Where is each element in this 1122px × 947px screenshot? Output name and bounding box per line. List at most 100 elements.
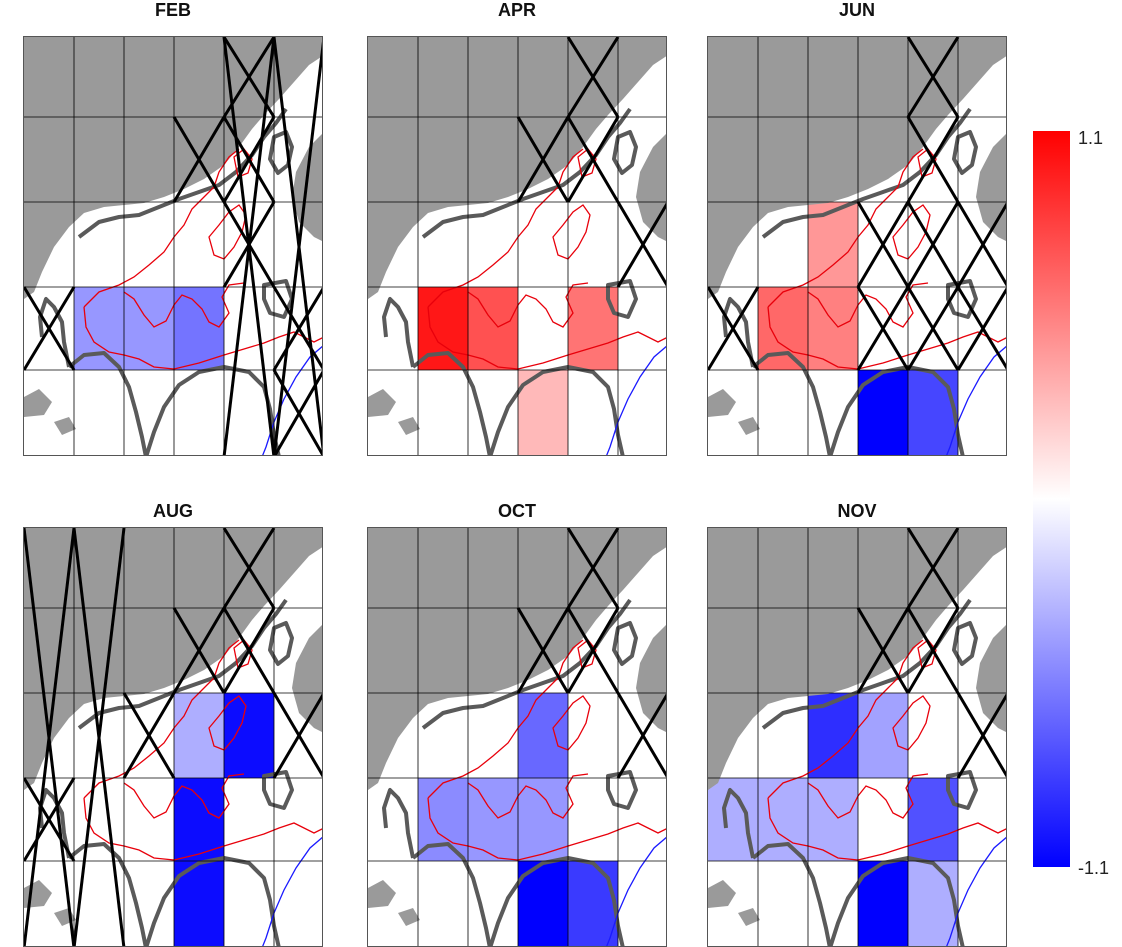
track-line [906, 286, 960, 371]
anomaly-cell [808, 778, 858, 861]
track-line [906, 528, 960, 609]
island [24, 389, 52, 417]
track-line [172, 116, 226, 203]
map-panel-nov [707, 527, 1007, 947]
track-line [222, 528, 276, 609]
island [738, 908, 760, 926]
panel-title-aug: AUG [153, 501, 193, 521]
bathymetry-contour [38, 297, 71, 368]
island [368, 880, 396, 908]
track-line [956, 202, 1006, 288]
blue-contour [606, 345, 666, 455]
anomaly-cell [908, 861, 958, 946]
track-line [24, 286, 76, 371]
track-line [906, 37, 960, 118]
track-line [566, 607, 620, 694]
bathymetry-contour [946, 279, 978, 319]
track-line [856, 201, 910, 288]
anomaly-cell [174, 778, 224, 861]
panel-title-oct: OCT [498, 501, 536, 521]
red-contour [767, 148, 924, 308]
track-line [906, 201, 960, 288]
colorbar [1033, 131, 1070, 867]
panel-title-feb: FEB [155, 0, 191, 20]
red-contour [83, 148, 240, 308]
anomaly-cell [518, 778, 568, 861]
anomaly-cell [908, 370, 958, 455]
blue-contour [262, 836, 322, 946]
map-panel-oct [367, 527, 667, 947]
track-line [616, 202, 666, 288]
track-line [24, 528, 76, 946]
bathymetry-contour [612, 130, 638, 175]
bathymetry-contour [262, 770, 294, 810]
red-contour [427, 148, 584, 308]
anomaly-cell [468, 778, 518, 861]
bathymetry-contour [612, 621, 638, 666]
map-panel-feb [23, 36, 323, 456]
bathymetry-contour [722, 297, 755, 368]
land-mass [24, 37, 322, 299]
bathymetry-contour [144, 365, 281, 455]
land-mass [708, 37, 1006, 299]
track-line [956, 287, 1006, 371]
bathymetry-contour [421, 598, 632, 730]
bathymetry-contour [268, 621, 294, 666]
land-mass [976, 625, 1006, 732]
island [738, 417, 760, 435]
red-contour [767, 797, 1006, 861]
track-line [272, 287, 322, 371]
red-contour [767, 639, 924, 799]
red-contour [427, 639, 584, 799]
island [398, 417, 420, 435]
track-line [566, 528, 620, 609]
red-contour [767, 306, 1006, 370]
bathymetry-contour [606, 279, 638, 319]
track-line [856, 607, 910, 694]
land-mass [636, 134, 666, 241]
land-mass [292, 625, 322, 732]
track-line [172, 607, 226, 694]
land-mass [24, 528, 322, 790]
island [368, 389, 396, 417]
red-contour [83, 797, 322, 861]
track-line [272, 693, 322, 779]
panel-title-apr: APR [497, 0, 536, 20]
land-mass [368, 37, 666, 299]
track-line [222, 37, 276, 455]
anomaly-cell [568, 287, 618, 370]
red-contour [427, 306, 666, 370]
colorbar-max-label: 1.1 [1078, 128, 1104, 148]
bathymetry-contour [761, 107, 972, 239]
red-contour [83, 306, 322, 370]
anomaly-cell [124, 287, 174, 370]
island [54, 417, 76, 435]
bathymetry-contour [77, 598, 288, 730]
red-contour [552, 204, 591, 260]
anomaly-cell [468, 287, 518, 370]
bathymetry-contour [952, 621, 978, 666]
anomaly-cell [568, 861, 618, 946]
track-line [516, 607, 570, 694]
track-line [906, 116, 960, 203]
map-panel-apr [367, 36, 667, 456]
land-mass [636, 625, 666, 732]
panel-title-nov: NOV [837, 501, 877, 521]
anomaly-cell [224, 693, 274, 778]
bathymetry-contour [77, 107, 288, 239]
track-line [516, 116, 570, 203]
track-line [24, 777, 76, 862]
anomaly-cell [858, 693, 908, 778]
map-panel-aug [23, 527, 323, 947]
bathymetry-contour [606, 770, 638, 810]
island [708, 880, 736, 908]
track-line [222, 607, 276, 694]
blue-contour [606, 836, 666, 946]
track-line [616, 693, 666, 779]
track-line [122, 692, 176, 779]
bathymetry-contour [946, 770, 978, 810]
bathymetry-contour [262, 279, 294, 319]
track-line [708, 286, 760, 371]
anomaly-cell [808, 287, 858, 370]
blue-contour [946, 836, 1006, 946]
